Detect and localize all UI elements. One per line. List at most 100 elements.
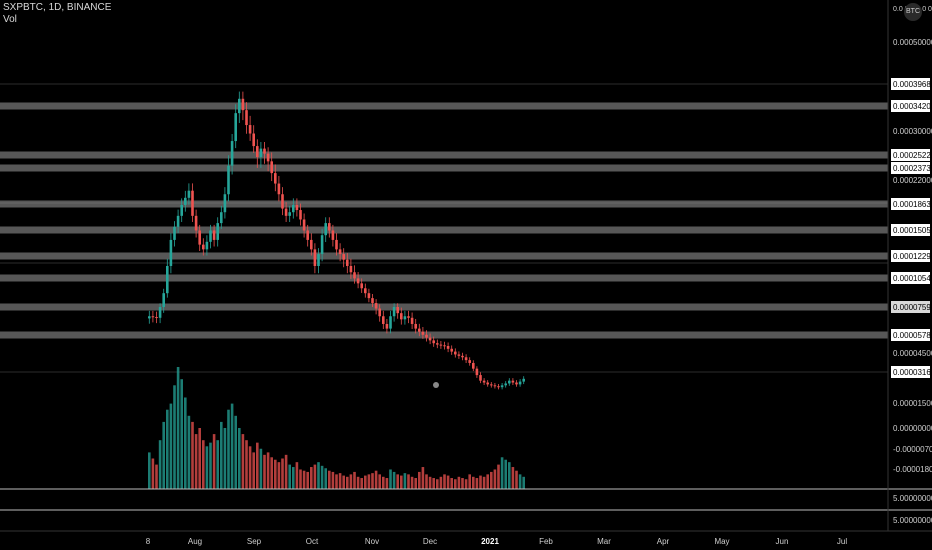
volume-bar [400,475,403,489]
candle-body [500,385,504,388]
time-tick-label: Dec [423,537,437,546]
candle-body [162,293,165,307]
volume-bar [385,478,389,489]
volume-bar [302,470,306,489]
candle-body [238,98,241,114]
volume-bar [475,478,479,489]
candle-body [288,212,291,216]
volume-bar [522,476,525,489]
candle-body [443,345,446,347]
volume-bar [230,403,234,489]
volume-bar [209,442,212,489]
volume-bar [169,403,173,489]
candle-body [216,223,219,240]
volume-bar [367,474,371,489]
candle-body [169,239,173,266]
volume-bar [479,475,482,489]
candle-body [461,355,464,358]
volume-bar [518,474,522,489]
price-level-box [891,100,930,112]
volume-bar [191,421,194,489]
candle-body [223,194,227,213]
horizontal-zone [0,200,888,208]
volume-bar [220,421,223,489]
volume-bar [216,440,219,489]
candle-body [364,288,367,294]
candle-body [306,230,309,240]
candle-body [295,204,299,211]
horizontal-zone [0,226,888,234]
volume-bar [234,415,237,489]
volume-bar [392,471,396,489]
price-level-label: 0.00003166 [893,368,932,377]
candle-body [320,235,324,255]
currency-badge[interactable]: BTC [904,3,922,21]
volume-bar [187,415,191,489]
volume-indicator-label[interactable]: Vol [3,14,17,25]
volume-bar [349,474,353,489]
candle-body [346,259,349,266]
volume-bar [223,428,227,489]
volume-bar [313,464,317,489]
volume-bar [346,476,349,489]
volume-bar [320,465,324,489]
volume-bar [194,434,198,489]
price-level-box [891,366,930,378]
candle-body [241,98,245,111]
volume-bar [227,409,230,489]
candle-body [338,249,342,255]
horizontal-zone [0,303,888,311]
candle-body [515,382,518,385]
candle-body [518,381,522,385]
candle-body [187,190,191,198]
event-marker [433,382,439,388]
candle-body [166,265,169,294]
volume-bar [439,476,443,489]
candle-body [497,386,500,388]
chart-header: SXPBTC, 1D, BINANCE Vol [3,2,111,26]
volume-bar [464,479,468,489]
candle-body [468,360,471,363]
candle-body [385,323,389,329]
candle-body [302,219,306,231]
volume-bar [184,397,187,489]
volume-bar [446,475,450,489]
volume-bar [248,446,252,489]
horizontal-zone [0,252,888,260]
candle-body [202,244,205,250]
volume-bar [443,474,446,489]
symbol-label: SXPBTC, 1D, BINANCE [3,2,112,13]
volume-bar [382,476,385,489]
volume-bar [288,464,291,489]
candle-body [191,190,194,216]
price-level-label: 0.00023739 [893,164,932,173]
volume-bar [482,476,486,489]
price-level-box [891,224,930,236]
candle-body [414,323,417,329]
volume-bar [263,454,266,489]
price-level-label: 0.00025228 [893,151,932,160]
candle-body [389,316,392,329]
price-tick-label: 0.00030000 [893,127,932,136]
volume-bar [454,479,457,489]
volume-bar [202,440,205,489]
candle-body [198,230,201,245]
volume-bar [421,467,425,489]
volume-bar [256,442,259,489]
volume-bar [176,367,180,489]
volume-bar [151,458,155,489]
candle-body [281,194,284,209]
volume-bar [241,434,245,489]
price-level-box [891,78,930,90]
candle-body [432,340,435,344]
volume-bar [148,452,151,489]
time-tick-label: Nov [365,537,379,546]
volume-bar [205,446,209,489]
volume-bar [414,478,417,489]
price-level-label: 0.00005786 [893,331,932,340]
candle-body [490,384,493,386]
volume-bar [356,476,360,489]
time-tick-label: Oct [306,537,319,546]
volume-bar [515,470,518,489]
